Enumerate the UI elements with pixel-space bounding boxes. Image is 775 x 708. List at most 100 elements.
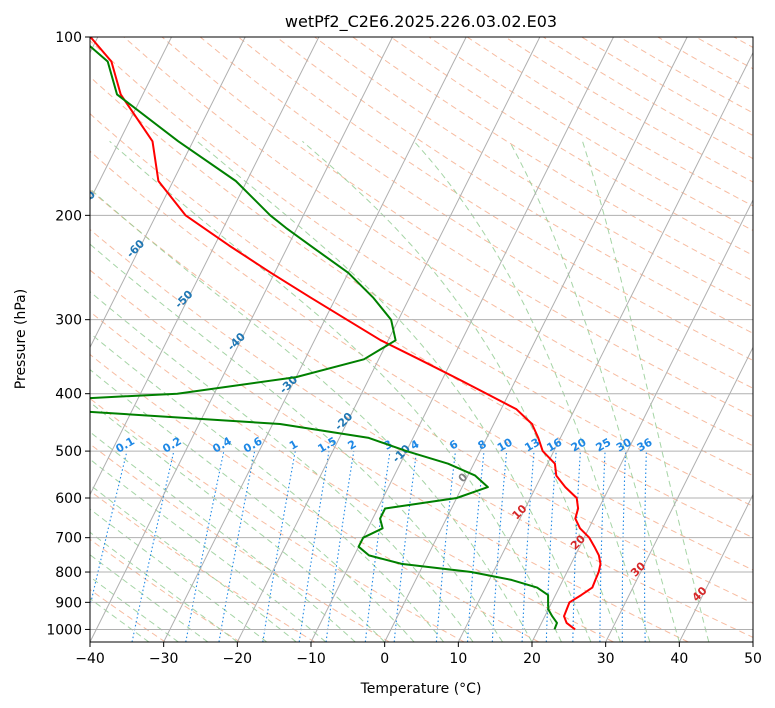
dry-adiabat bbox=[123, 37, 753, 447]
mixing-ratio-lines bbox=[90, 450, 647, 642]
isotherm-line bbox=[90, 37, 320, 496]
moist-adiabats bbox=[90, 140, 710, 642]
moist-adiabat bbox=[302, 140, 621, 642]
dry-adiabat bbox=[90, 76, 753, 507]
mixing-ratio-label: 16 bbox=[545, 435, 565, 454]
dry-adiabat bbox=[581, 37, 753, 137]
moist-adiabat bbox=[509, 141, 680, 642]
isotherm-line bbox=[678, 493, 753, 642]
moist-adiabat bbox=[90, 576, 179, 642]
plot-area: -100-90-80-70-60-50-40-30-20-10010203040… bbox=[75, 37, 753, 642]
isotherm-label: -70 bbox=[75, 188, 98, 211]
x-tick-label: 50 bbox=[744, 651, 762, 667]
mixing-ratio-label: 0.2 bbox=[160, 435, 183, 456]
mixing-ratio-label: 36 bbox=[635, 435, 655, 454]
isotherm-line bbox=[384, 37, 688, 642]
mixing-ratio-label: 25 bbox=[593, 436, 613, 455]
mixing-ratio-line bbox=[521, 451, 535, 642]
dry-adiabat bbox=[390, 37, 753, 256]
x-tick-label: 10 bbox=[449, 651, 467, 667]
dry-adiabat bbox=[90, 397, 465, 642]
y-axis-ticks: 1000 900 800 700 600 500 400 300 200 100 bbox=[46, 30, 90, 638]
x-tick-label: 40 bbox=[670, 651, 688, 667]
mixing-ratio-label: 0.4 bbox=[210, 434, 234, 455]
mixing-ratio-label: 30 bbox=[614, 435, 634, 454]
moist-adiabat bbox=[90, 458, 327, 642]
x-tick-label: 30 bbox=[597, 651, 615, 667]
isotherm-line bbox=[90, 37, 172, 202]
x-tick-label: −30 bbox=[149, 651, 179, 667]
moist-adiabat bbox=[413, 140, 651, 642]
y-tick-label: 600 bbox=[55, 491, 82, 507]
dry-adiabat bbox=[428, 37, 753, 232]
moist-adiabat bbox=[196, 140, 592, 642]
mixing-ratio-line bbox=[466, 451, 485, 642]
dry-adiabats bbox=[90, 37, 753, 642]
dry-adiabat bbox=[90, 443, 390, 642]
mixing-ratio-line bbox=[435, 451, 456, 642]
isotherm-line bbox=[752, 640, 753, 642]
chart-title: wetPf2_C2E6.2025.226.03.02.E03 bbox=[285, 12, 557, 32]
y-tick-label: 500 bbox=[55, 444, 82, 460]
dry-adiabat bbox=[695, 37, 753, 70]
y-tick-label: 900 bbox=[55, 595, 82, 611]
isotherm-line bbox=[457, 51, 753, 642]
mixing-ratio-label: 1 bbox=[287, 438, 300, 453]
mixing-ratio-line bbox=[599, 451, 606, 642]
y-tick-label: 300 bbox=[55, 313, 82, 329]
mixing-ratio-label: 2 bbox=[345, 438, 358, 453]
x-tick-label: −10 bbox=[296, 651, 326, 667]
dry-adiabat bbox=[90, 588, 166, 642]
moist-adiabat bbox=[90, 508, 268, 642]
mixing-ratio-label: 0.6 bbox=[241, 434, 265, 455]
isotherm-lines bbox=[90, 37, 753, 642]
y-tick-label: 200 bbox=[55, 208, 82, 224]
dry-adiabat bbox=[733, 37, 753, 49]
mixing-ratio-label: 8 bbox=[476, 438, 489, 453]
mixing-ratio-line bbox=[185, 450, 225, 642]
dry-adiabat bbox=[90, 538, 241, 642]
plot-frame bbox=[89, 36, 754, 643]
isotherm-line bbox=[236, 37, 541, 642]
x-tick-label: 0 bbox=[380, 651, 389, 667]
mixing-ratio-labels: 0.1 0.2 0.4 0.6 1 1.5 2 3 4 6 8 10 13 16 20 25 30 36 bbox=[114, 434, 655, 455]
y-tick-label: 800 bbox=[55, 565, 82, 581]
moist-adiabat bbox=[90, 554, 209, 642]
y-tick-label: 1000 bbox=[46, 622, 82, 638]
x-axis-label: Temperature (°C) bbox=[360, 681, 482, 697]
dry-adiabat bbox=[90, 353, 540, 642]
dry-adiabat bbox=[90, 150, 753, 571]
dry-adiabat bbox=[466, 37, 753, 207]
mixing-ratio-line bbox=[325, 451, 355, 642]
x-tick-label: −40 bbox=[75, 651, 105, 667]
dry-adiabat bbox=[314, 37, 753, 308]
mixing-ratio-line bbox=[90, 450, 128, 609]
x-axis-ticks: −40 −30 −20 −10 0 10 20 30 40 50 bbox=[75, 642, 762, 667]
mixing-ratio-line bbox=[621, 451, 627, 642]
mixing-ratio-line bbox=[491, 451, 508, 642]
isotherm-line bbox=[163, 37, 467, 642]
dry-adiabat bbox=[237, 37, 753, 361]
mixing-ratio-line bbox=[364, 451, 391, 642]
dry-adiabat bbox=[90, 189, 753, 604]
mixing-ratio-line bbox=[298, 451, 330, 642]
mixing-ratio-label: 6 bbox=[447, 437, 460, 452]
mixing-ratio-line bbox=[393, 451, 418, 642]
mixing-ratio-line bbox=[218, 450, 256, 642]
dewpoint-line bbox=[90, 44, 558, 630]
mixing-ratio-line bbox=[262, 450, 296, 642]
x-tick-label: 20 bbox=[523, 651, 541, 667]
pressure-gridlines bbox=[90, 37, 753, 630]
dry-adiabat bbox=[90, 310, 614, 642]
isotherm-line bbox=[605, 346, 753, 642]
profile-series bbox=[90, 37, 602, 631]
dry-adiabat bbox=[90, 113, 753, 539]
y-axis-label: Pressure (hPa) bbox=[13, 289, 29, 389]
x-tick-label: −20 bbox=[223, 651, 253, 667]
y-tick-label: 700 bbox=[55, 531, 82, 547]
mixing-ratio-line bbox=[644, 451, 647, 642]
isotherm-line bbox=[310, 37, 614, 642]
isotherm-line bbox=[531, 198, 753, 642]
dry-adiabat bbox=[276, 37, 753, 334]
